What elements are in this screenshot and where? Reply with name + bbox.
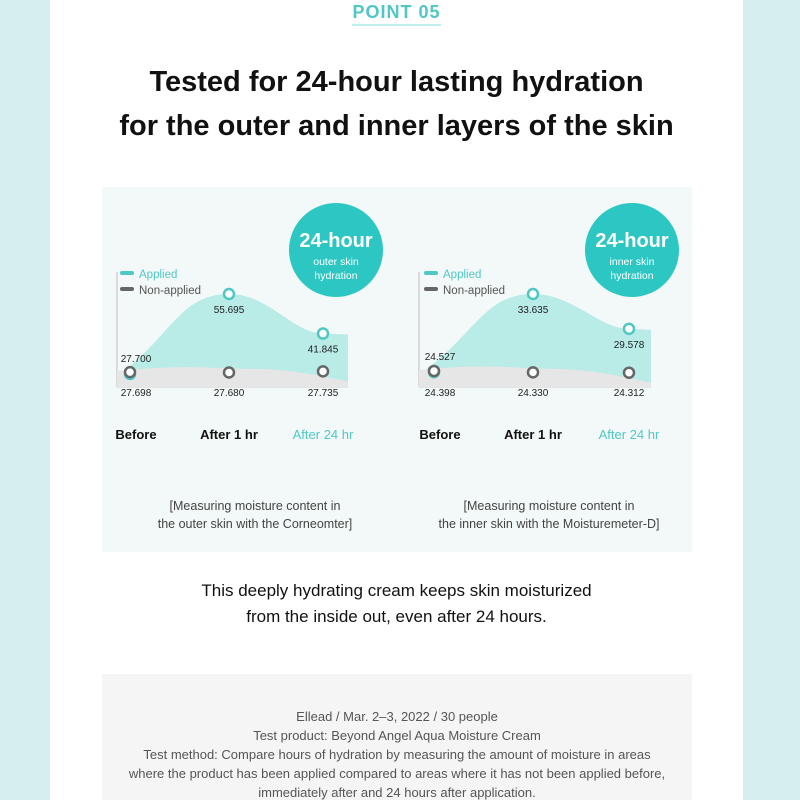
chart-outer-non-applied-label: 27.680 [214,388,245,399]
chart-outer-badge [289,203,383,297]
chart-outer-non-applied-point [123,365,137,379]
chart-outer-category-label: Before [115,427,156,442]
caption-outer-line-1: [Measuring moisture content in [169,499,341,513]
caption-inner-line-2: the inner skin with the Moisturemeter-D] [438,517,660,531]
chart-caption-inner: [Measuring moisture content in the inner… [414,497,684,533]
chart-inner-category-label: Before [419,427,460,442]
test-info-line-1: Ellead / Mar. 2–3, 2022 / 30 people [296,709,498,724]
test-info-text: Ellead / Mar. 2–3, 2022 / 30 people Test… [102,707,692,800]
chart-inner-legend-non-applied-swatch [424,287,438,291]
chart-outer-category-label: After 24 hr [293,427,354,442]
chart-inner-applied-area [419,294,651,387]
summary-text: This deeply hydrating cream keeps skin m… [50,578,743,630]
chart-outer-applied-label: 27.700 [121,354,152,365]
chart-inner-category-label: After 24 hr [599,427,660,442]
test-info-line-3: Test method: Compare hours of hydration … [143,747,651,762]
chart-inner-badge [585,203,679,297]
headline: Tested for 24-hour lasting hydration for… [50,60,743,148]
chart-inner-applied-label: 33.635 [518,305,549,316]
chart-caption-outer: [Measuring moisture content in the outer… [120,497,390,533]
chart-outer-applied-point [222,287,236,301]
chart-outer-legend-applied: Applied [139,269,177,281]
chart-inner-non-applied-point [427,364,441,378]
chart-inner-applied-point [622,322,636,336]
chart-outer-category-label: After 1 hr [200,427,258,442]
test-info-line-5: immediately after and 24 hours after app… [258,785,536,800]
chart-outer-legend-applied-swatch [120,271,134,275]
headline-line-2: for the outer and inner layers of the sk… [119,110,674,142]
chart-inner-applied-label: 29.578 [614,340,645,351]
chart-inner-category-label: After 1 hr [504,427,562,442]
chart-outer-legend-non-applied-swatch [120,287,134,291]
page: POINT 05 Tested for 24-hour lasting hydr… [50,0,743,800]
chart-outer-applied-area [117,294,348,387]
point-label: POINT 05 [50,2,743,26]
chart-inner-badge-line1: inner skin [610,256,655,268]
chart-outer-non-applied-label: 27.735 [308,388,339,399]
chart-outer-applied-label: 41.845 [308,345,339,356]
test-info-line-4: where the product has been applied compa… [128,766,666,781]
chart-inner-applied-label: 24.527 [425,352,456,363]
chart-outer-non-applied-point [222,366,236,379]
summary-line-2: from the inside out, even after 24 hours… [246,607,547,626]
chart-inner-badge-line2: hydration [610,270,653,282]
chart-inner-non-applied-point [622,366,636,379]
chart-outer-legend-non-applied: Non-applied [139,285,201,297]
summary-line-1: This deeply hydrating cream keeps skin m… [201,581,592,600]
test-info-box: Ellead / Mar. 2–3, 2022 / 30 people Test… [102,674,692,800]
headline-line-1: Tested for 24-hour lasting hydration [149,66,644,98]
chart-inner-badge-title: 24-hour [595,230,669,252]
chart-panel: 27.700 55.695 41.845 27.698 27.680 27.735 Befo… [102,187,692,552]
chart-inner-legend-non-applied: Non-applied [443,285,505,297]
chart-outer-applied-point [316,327,330,340]
chart-outer-applied-label: 55.695 [214,305,245,316]
chart-outer-non-applied-label: 27.698 [121,388,152,399]
chart-outer-non-applied-point [316,365,330,378]
test-info-line-2: Test product: Beyond Angel Aqua Moisture… [253,728,541,743]
chart-inner-applied-point [526,287,540,301]
chart-inner-legend-applied: Applied [443,269,481,281]
chart-outer-badge-line2: hydration [314,270,357,282]
chart-inner-legend-applied-swatch [424,271,438,275]
caption-inner-line-1: [Measuring moisture content in [463,499,635,513]
chart-outer-badge-title: 24-hour [299,230,373,252]
chart-inner-non-applied-label: 24.312 [614,388,645,399]
charts-svg: 27.700 55.695 41.845 27.698 27.680 27.735 Befo… [115,203,679,442]
chart-inner-non-applied-label: 24.330 [518,388,549,399]
chart-inner-non-applied-point [526,366,540,379]
chart-outer-badge-line1: outer skin [313,256,359,268]
caption-outer-line-2: the outer skin with the Corneomter] [157,517,353,531]
chart-inner-non-applied-label: 24.398 [425,388,456,399]
